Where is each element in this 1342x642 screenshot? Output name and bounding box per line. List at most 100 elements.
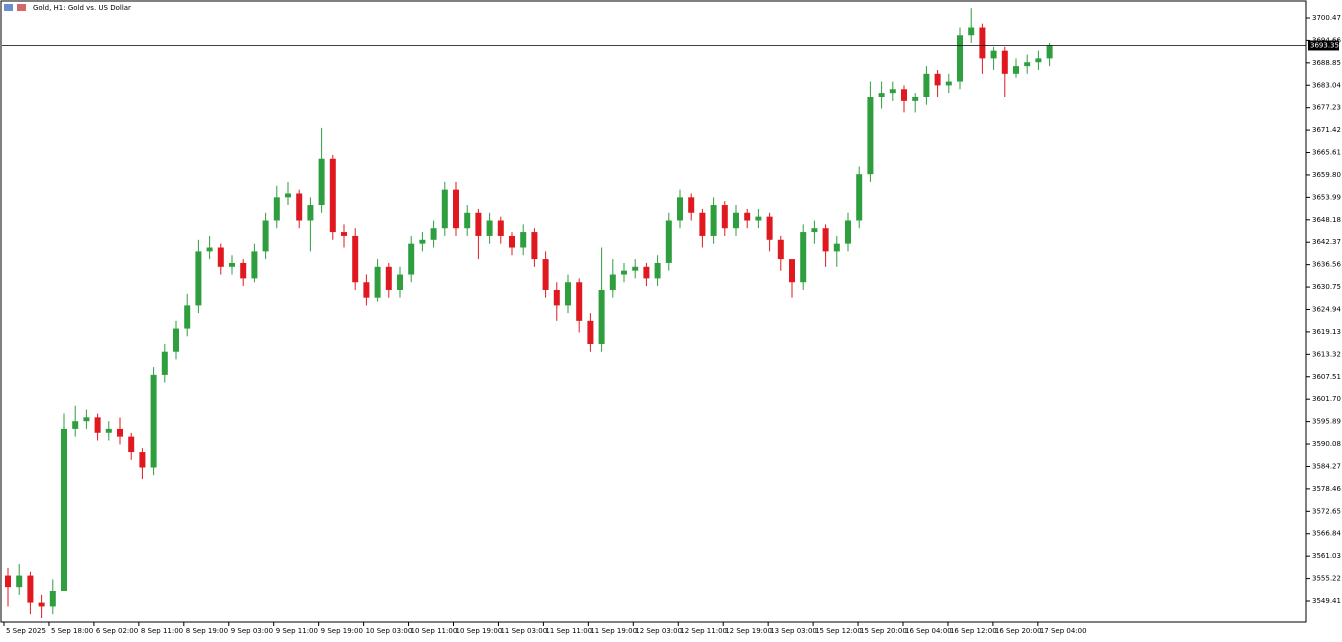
candle-body bbox=[161, 351, 168, 375]
candle-body bbox=[307, 205, 314, 221]
x-tick-label: 9 Sep 19:00 bbox=[321, 627, 363, 635]
candle-body bbox=[419, 239, 426, 244]
candle-body bbox=[889, 89, 896, 94]
price-label: 3693.35 bbox=[1310, 41, 1339, 49]
candle-body bbox=[710, 205, 717, 236]
x-tick-label: 6 Sep 02:00 bbox=[96, 627, 138, 635]
y-tick-label: 3700.47 bbox=[1312, 14, 1341, 22]
y-tick-label: 3555.22 bbox=[1312, 575, 1341, 583]
candle-body bbox=[49, 591, 56, 607]
y-tick-label: 3642.37 bbox=[1312, 238, 1341, 246]
candle-body bbox=[486, 220, 493, 236]
candle-body bbox=[497, 220, 504, 236]
y-tick-label: 3688.85 bbox=[1312, 59, 1341, 67]
y-tick-label: 3630.75 bbox=[1312, 283, 1341, 291]
y-tick-label: 3584.27 bbox=[1312, 462, 1341, 470]
candle-body bbox=[195, 251, 202, 306]
x-tick-label: 13 Sep 03:00 bbox=[770, 627, 817, 635]
candle-body bbox=[16, 575, 23, 588]
candle-body bbox=[957, 35, 963, 82]
candle-body bbox=[856, 174, 863, 221]
candle-body bbox=[229, 262, 235, 267]
candle-body bbox=[531, 232, 538, 260]
candle-body bbox=[665, 220, 672, 263]
candle-body bbox=[654, 262, 661, 279]
candle-body bbox=[609, 274, 616, 290]
candle-body bbox=[61, 428, 67, 592]
candle-body bbox=[128, 436, 135, 453]
x-tick-label: 12 Sep 11:00 bbox=[680, 627, 727, 635]
x-tick-label: 12 Sep 03:00 bbox=[635, 627, 682, 635]
candle-body bbox=[139, 452, 146, 468]
candle-body bbox=[397, 274, 403, 290]
candle-body bbox=[251, 251, 258, 279]
candle-body bbox=[677, 197, 683, 221]
chart-title: Gold, H1: Gold vs. US Dollar bbox=[33, 4, 131, 12]
candle-body bbox=[262, 220, 269, 252]
candle-body bbox=[1035, 58, 1042, 63]
candle-body bbox=[453, 189, 459, 229]
x-tick-label: 10 Sep 03:00 bbox=[366, 627, 413, 635]
candle-body bbox=[408, 243, 415, 275]
candle-body bbox=[990, 50, 997, 59]
candle-body bbox=[800, 232, 807, 283]
candle-body bbox=[688, 197, 695, 213]
y-tick-label: 3683.04 bbox=[1312, 81, 1341, 89]
candle-body bbox=[430, 228, 437, 240]
x-tick-label: 11 Sep 19:00 bbox=[590, 627, 637, 635]
candle-body bbox=[83, 417, 90, 422]
y-tick-label: 3572.65 bbox=[1312, 507, 1341, 515]
candle-body bbox=[184, 305, 191, 329]
candle-body bbox=[979, 27, 986, 59]
x-tick-label: 8 Sep 19:00 bbox=[186, 627, 228, 635]
candle-body bbox=[520, 232, 527, 248]
y-tick-label: 3601.70 bbox=[1312, 395, 1341, 403]
candle-body bbox=[441, 189, 448, 229]
x-tick-label: 15 Sep 20:00 bbox=[860, 627, 907, 635]
y-tick-label: 3694.66 bbox=[1312, 36, 1341, 44]
x-tick-label: 9 Sep 03:00 bbox=[231, 627, 273, 635]
candle-body bbox=[565, 282, 571, 306]
candle-body bbox=[374, 266, 381, 298]
x-tick-label: 11 Sep 11:00 bbox=[545, 627, 592, 635]
candle-body bbox=[878, 93, 885, 97]
candle-body bbox=[901, 89, 907, 101]
candle-body bbox=[296, 193, 303, 221]
y-tick-label: 3636.56 bbox=[1312, 261, 1341, 269]
candle-body bbox=[945, 81, 952, 86]
candle-body bbox=[464, 212, 471, 229]
y-tick-label: 3578.46 bbox=[1312, 485, 1341, 493]
candle-body bbox=[94, 417, 101, 433]
x-tick-label: 16 Sep 04:00 bbox=[905, 627, 952, 635]
candle-body bbox=[105, 428, 112, 433]
x-tick-label: 16 Sep 20:00 bbox=[995, 627, 1042, 635]
candle-body bbox=[1024, 62, 1031, 67]
candle-body bbox=[72, 421, 79, 429]
candle-body bbox=[329, 158, 336, 233]
candle-body bbox=[217, 247, 224, 267]
icon bbox=[17, 4, 26, 11]
y-tick-label: 3613.32 bbox=[1312, 350, 1341, 358]
x-tick-label: 16 Sep 12:00 bbox=[950, 627, 997, 635]
candle-body bbox=[173, 328, 179, 352]
y-tick-label: 3619.13 bbox=[1312, 328, 1341, 336]
candle-body bbox=[5, 575, 11, 588]
candle-body bbox=[867, 96, 874, 175]
candle-body bbox=[733, 212, 739, 229]
y-tick-label: 3566.84 bbox=[1312, 530, 1341, 538]
y-tick-label: 3671.42 bbox=[1312, 126, 1341, 134]
y-tick-label: 3648.18 bbox=[1312, 216, 1341, 224]
candle-body bbox=[27, 575, 34, 603]
candle-body bbox=[643, 266, 650, 279]
y-tick-label: 3595.89 bbox=[1312, 418, 1341, 426]
candle-body bbox=[475, 212, 482, 236]
candle-body bbox=[553, 289, 560, 306]
candle-body bbox=[273, 197, 280, 221]
candle-body bbox=[822, 228, 829, 252]
candle-body bbox=[833, 243, 840, 252]
candle-body bbox=[777, 239, 784, 260]
candle-body bbox=[934, 73, 941, 86]
candle-body bbox=[150, 374, 157, 468]
